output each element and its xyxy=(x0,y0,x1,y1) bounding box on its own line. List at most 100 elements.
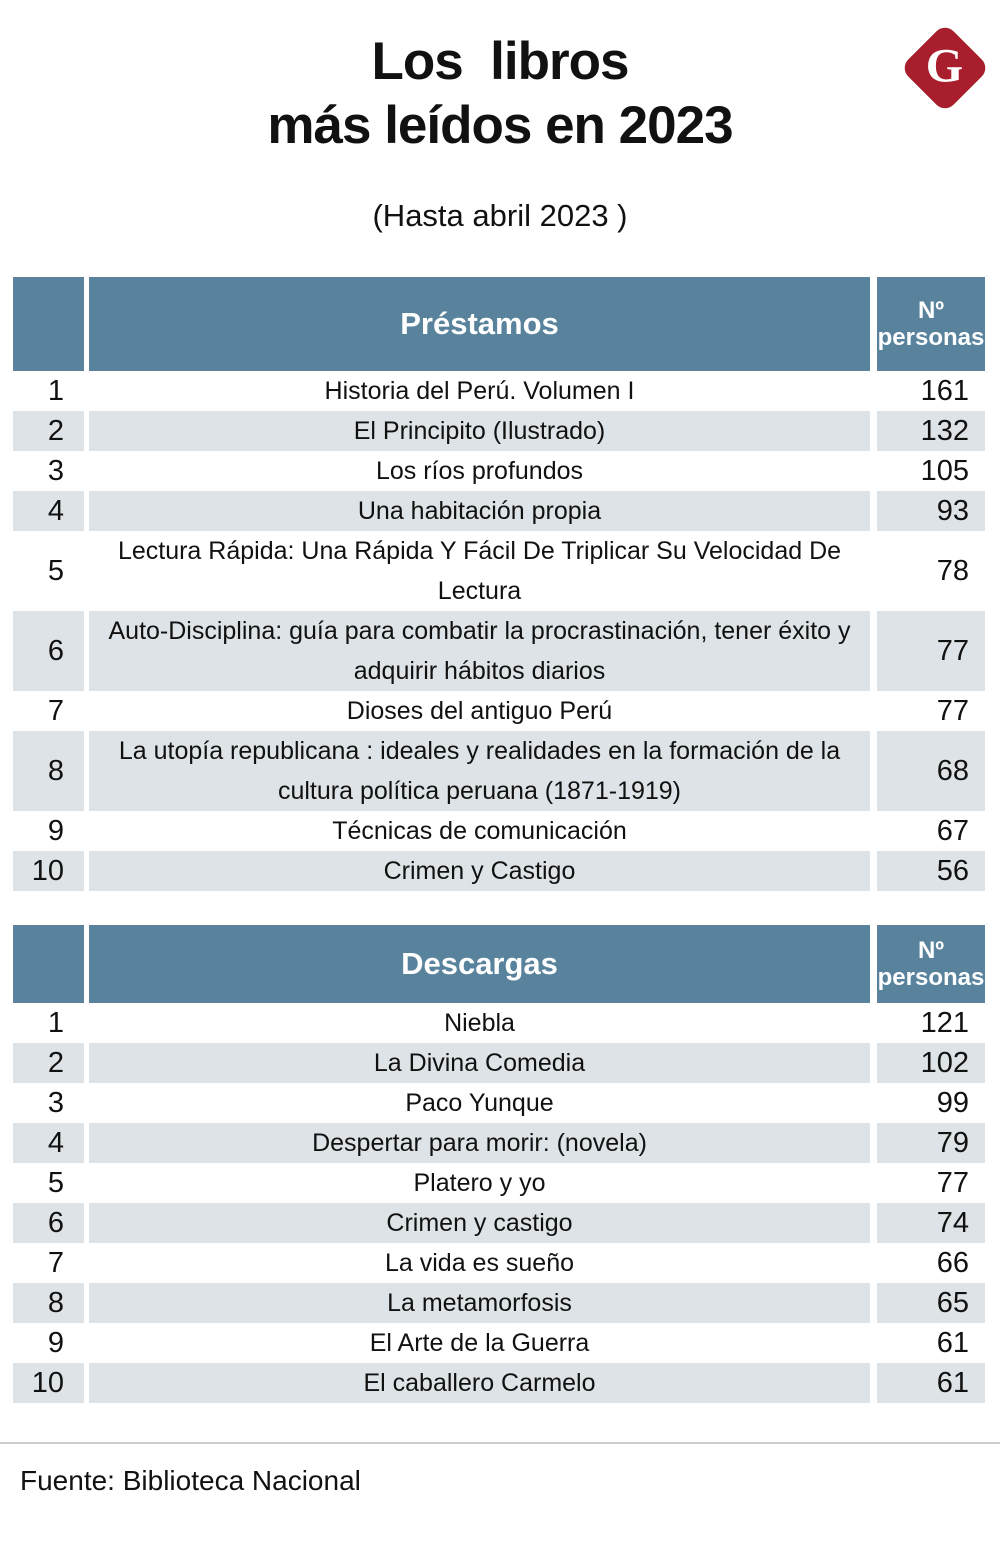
downloads-title-header-cell: Descargas xyxy=(89,925,870,1003)
row-rank: 8 xyxy=(13,731,84,811)
row-book-title: El Arte de la Guerra xyxy=(369,1329,590,1357)
row-rank: 3 xyxy=(47,454,64,487)
row-book-title: La Divina Comedia xyxy=(89,1043,870,1083)
row-rank: 7 xyxy=(47,1246,64,1279)
row-count: 77 xyxy=(936,1166,969,1199)
row-book-title: Lectura Rápida: Una Rápida Y Fácil De Tr… xyxy=(117,537,842,605)
downloads-table-body: 1 Niebla 121 2 La Divina Comedia 102 3 Paco Yun… xyxy=(13,1003,985,1403)
row-book-title: Despertar para morir: (novela) xyxy=(89,1123,870,1163)
row-rank: 6 xyxy=(13,1203,84,1243)
row-count: 67 xyxy=(936,814,969,847)
row-book-title: Una habitación propia xyxy=(89,491,870,531)
table-row: 10 El caballero Carmelo 61 xyxy=(13,1363,985,1403)
table-row: 3 Los ríos profundos 105 xyxy=(13,451,985,491)
row-rank: 4 xyxy=(13,491,84,531)
table-row: 2 La Divina Comedia 102 xyxy=(13,1043,985,1083)
row-rank: 2 xyxy=(13,1043,84,1083)
loans-count-header-line-1: Nº xyxy=(917,297,945,324)
row-count: 74 xyxy=(877,1203,985,1243)
row-rank: 4 xyxy=(13,1123,84,1163)
page-title: Los libros más leídos en 2023 xyxy=(0,0,1000,158)
table-row: 2 El Principito (Ilustrado) 132 xyxy=(13,411,985,451)
table-row: 5 Platero y yo 77 xyxy=(13,1163,985,1203)
row-count: 66 xyxy=(936,1246,969,1279)
row-count: 61 xyxy=(877,1363,985,1403)
table-row: 4 Una habitación propia 93 xyxy=(13,491,985,531)
page-title-line-1: Los libros xyxy=(371,32,630,91)
row-book-title: Dioses del antiguo Perú xyxy=(346,697,613,725)
downloads-table-title: Descargas xyxy=(401,946,558,981)
row-rank: 10 xyxy=(13,1363,84,1403)
row-book-title: La metamorfosis xyxy=(89,1283,870,1323)
table-row: 3 Paco Yunque 99 xyxy=(13,1083,985,1123)
table-row: 7 La vida es sueño 66 xyxy=(13,1243,985,1283)
loans-title-header-cell: Préstamos xyxy=(89,277,870,371)
row-count: 93 xyxy=(877,491,985,531)
downloads-count-header-line-1: Nº xyxy=(917,937,945,964)
table-row: 9 Técnicas de comunicación 67 xyxy=(13,811,985,851)
row-book-title: Paco Yunque xyxy=(405,1089,554,1117)
table-row: 1 Niebla 121 xyxy=(13,1003,985,1043)
row-count: 105 xyxy=(920,454,969,487)
row-rank: 6 xyxy=(13,611,84,691)
row-count: 77 xyxy=(936,694,969,727)
row-count: 68 xyxy=(877,731,985,811)
row-rank: 5 xyxy=(47,1166,64,1199)
row-count: 77 xyxy=(877,611,985,691)
logo-letter-g-icon: G xyxy=(926,39,964,93)
table-row: 4 Despertar para morir: (novela) 79 xyxy=(13,1123,985,1163)
table-row: 6 Auto-Disciplina: guía para combatir la … xyxy=(13,611,985,691)
downloads-table: Descargas Nº personas 1 Niebla 121 2 La Divi… xyxy=(13,925,985,1403)
row-book-title: Niebla xyxy=(444,1009,515,1037)
loans-rank-header-cell xyxy=(13,277,84,371)
row-count: 79 xyxy=(877,1123,985,1163)
loans-table-title: Préstamos xyxy=(400,306,559,341)
row-book-title: Los ríos profundos xyxy=(375,457,584,485)
loans-table-body: 1 Historia del Perú. Volumen I 161 2 El Prin… xyxy=(13,371,985,891)
row-book-title: El caballero Carmelo xyxy=(89,1363,870,1403)
row-book-title: Crimen y Castigo xyxy=(89,851,870,891)
downloads-table-header: Descargas Nº personas xyxy=(13,925,985,1003)
downloads-rank-header-cell xyxy=(13,925,84,1003)
table-row: 1 Historia del Perú. Volumen I 161 xyxy=(13,371,985,411)
row-book-title: La vida es sueño xyxy=(384,1249,575,1277)
row-rank: 1 xyxy=(47,374,64,407)
row-count: 61 xyxy=(936,1326,969,1359)
row-count: 78 xyxy=(936,554,969,587)
source-note: Fuente: Biblioteca Nacional xyxy=(20,1465,361,1496)
row-book-title: Historia del Perú. Volumen I xyxy=(324,377,635,405)
row-count: 65 xyxy=(877,1283,985,1323)
table-row: 10 Crimen y Castigo 56 xyxy=(13,851,985,891)
row-rank: 8 xyxy=(13,1283,84,1323)
table-row: 7 Dioses del antiguo Perú 77 xyxy=(13,691,985,731)
row-book-title: Platero y yo xyxy=(413,1169,546,1197)
row-count: 102 xyxy=(877,1043,985,1083)
loans-table: Préstamos Nº personas 1 Historia del Perú… xyxy=(13,277,985,891)
row-book-title: La utopía republicana : ideales y realid… xyxy=(89,731,870,811)
row-rank: 1 xyxy=(47,1006,64,1039)
row-rank: 9 xyxy=(47,1326,64,1359)
table-row: 8 La utopía republicana : ideales y reali… xyxy=(13,731,985,811)
row-count: 161 xyxy=(920,374,969,407)
table-row: 9 El Arte de la Guerra 61 xyxy=(13,1323,985,1363)
row-rank: 5 xyxy=(47,554,64,587)
row-rank: 2 xyxy=(13,411,84,451)
loans-count-header-cell: Nº personas xyxy=(877,277,985,371)
table-row: 6 Crimen y castigo 74 xyxy=(13,1203,985,1243)
footer-divider xyxy=(0,1442,1000,1444)
row-count: 121 xyxy=(920,1006,969,1039)
table-row: 5 Lectura Rápida: Una Rápida Y Fácil De T… xyxy=(13,531,985,611)
page-footer: Fuente: Biblioteca Nacional xyxy=(0,1442,1000,1498)
row-rank: 10 xyxy=(13,851,84,891)
page-title-line-2: más leídos en 2023 xyxy=(267,96,733,155)
loans-table-header: Préstamos Nº personas xyxy=(13,277,985,371)
downloads-count-header-cell: Nº personas xyxy=(877,925,985,1003)
page-subtitle: (Hasta abril 2023 ) xyxy=(372,198,628,233)
row-rank: 3 xyxy=(47,1086,64,1119)
row-rank: 7 xyxy=(47,694,64,727)
table-row: 8 La metamorfosis 65 xyxy=(13,1283,985,1323)
row-count: 99 xyxy=(936,1086,969,1119)
row-book-title: Auto-Disciplina: guía para combatir la p… xyxy=(89,611,870,691)
row-rank: 9 xyxy=(47,814,64,847)
